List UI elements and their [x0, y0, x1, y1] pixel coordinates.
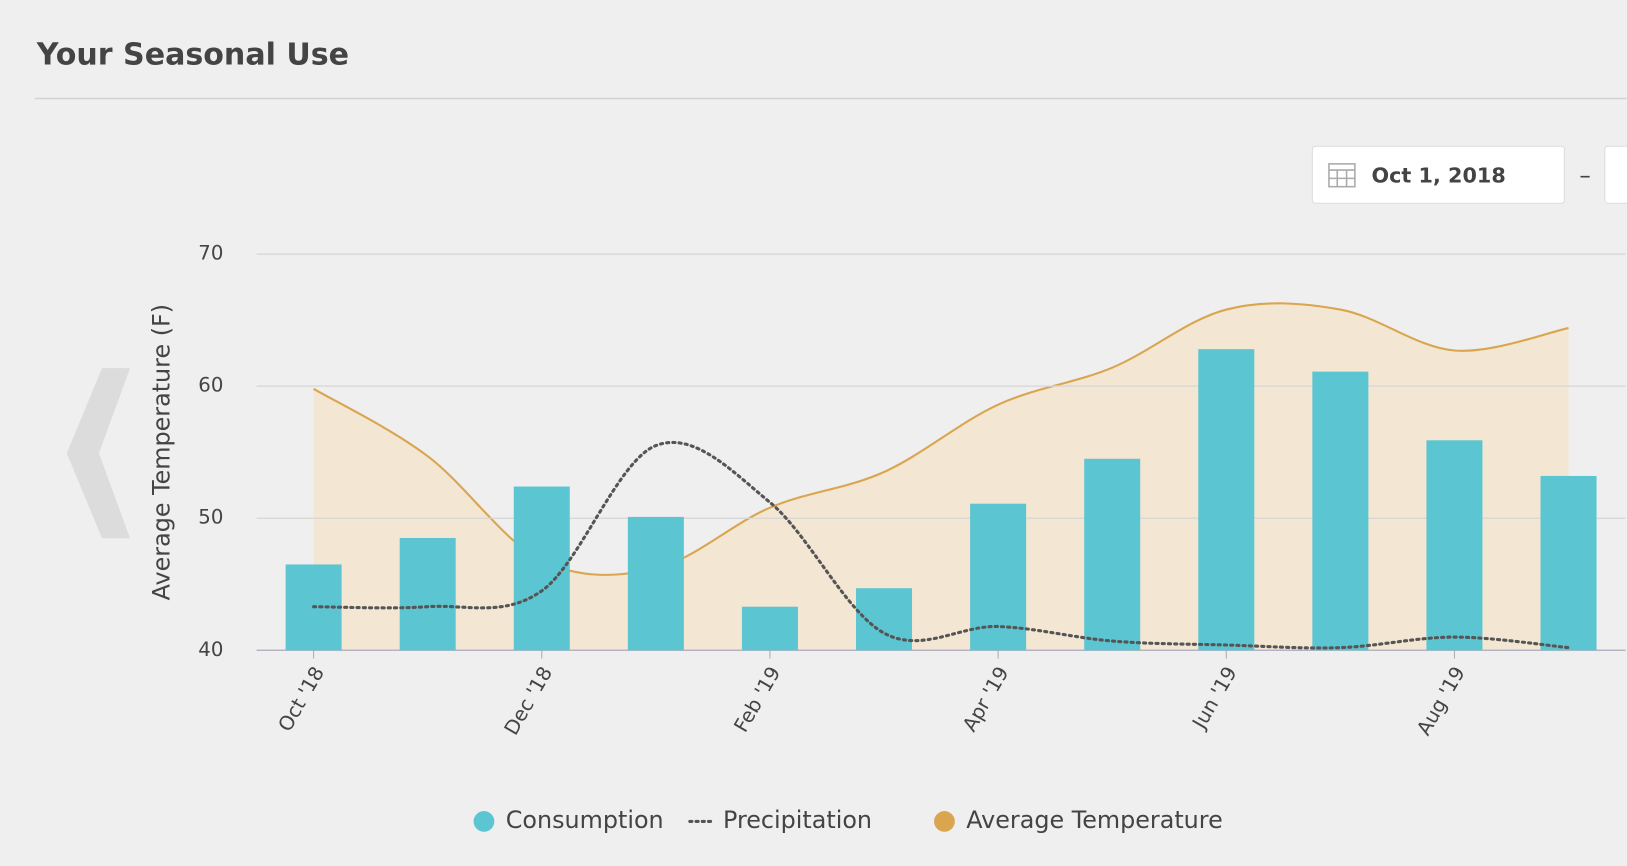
x-tick-label: Feb '19 — [730, 663, 786, 736]
bar — [1312, 371, 1369, 651]
section-title: Your Seasonal Use — [36, 38, 349, 73]
date-separator: – — [1579, 163, 1590, 189]
bar — [627, 516, 684, 651]
legend-label: Average Temperature — [966, 806, 1223, 834]
x-tick-label: Dec '18 — [500, 663, 557, 739]
bar — [1426, 440, 1483, 651]
y-tick-label: 70 — [198, 242, 223, 265]
y-axis-label: Average Temperature (F) — [148, 304, 176, 600]
bar — [399, 538, 456, 651]
legend-marker — [473, 811, 495, 832]
calendar-icon — [1328, 163, 1356, 188]
input-box[interactable] — [1311, 145, 1565, 204]
bar — [513, 486, 570, 651]
bar — [741, 606, 798, 651]
legend-label: Precipitation — [723, 806, 872, 834]
x-tick-label: Aug '19 — [1412, 663, 1470, 740]
bar — [1198, 349, 1255, 651]
bar — [1540, 475, 1597, 651]
legend-label: Consumption — [506, 806, 664, 834]
start-date-input[interactable]: Oct 1, 2018 — [1311, 145, 1565, 204]
bar — [1084, 458, 1141, 651]
y-tick-label: 40 — [198, 638, 223, 661]
x-tick-label: Jun '19 — [1187, 663, 1242, 735]
legend-marker — [934, 811, 955, 832]
end-date-input[interactable] — [1604, 145, 1627, 204]
y-tick-label: 50 — [198, 506, 223, 529]
chart: 40 50 60 70 Average Temperature (F) Oct '18 De… — [148, 242, 1626, 834]
start-date: Oct 1, 2018 — [1371, 163, 1505, 187]
precipitation-line — [312, 440, 1571, 650]
x-tick-label: Apr '19 — [958, 663, 1013, 736]
previous-arrow[interactable] — [66, 368, 131, 539]
temperature-area — [313, 303, 1569, 651]
y-tick-label: 60 — [198, 374, 223, 397]
x-tick-label: Oct '18 — [274, 663, 329, 736]
